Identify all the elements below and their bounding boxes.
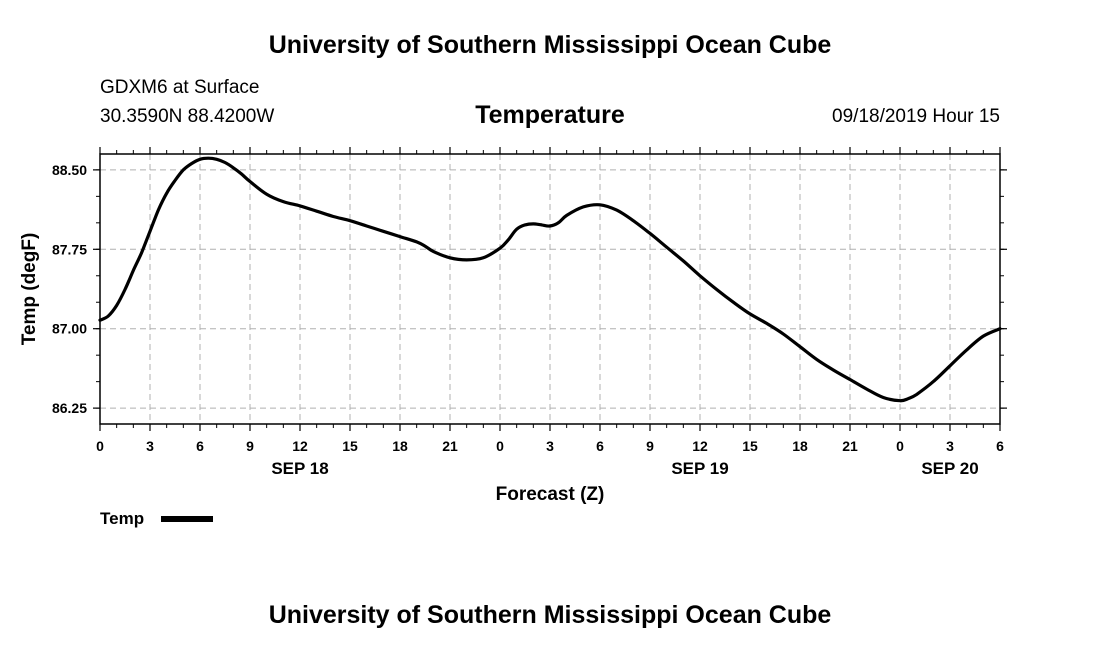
x-tick-label: 9: [246, 438, 254, 454]
top-title: University of Southern Mississippi Ocean…: [268, 31, 832, 59]
y-axis-label: Temp (degF): [19, 233, 40, 346]
legend-label: Temp: [100, 509, 145, 528]
x-tick-label: 3: [946, 438, 954, 454]
series-layer: [98, 156, 1002, 403]
grid: [100, 154, 1000, 424]
legend-line-swatch: [161, 516, 213, 522]
x-tick-label: 12: [292, 438, 308, 454]
x-axis-label: Forecast (Z): [496, 484, 605, 505]
date-label: SEP 20: [921, 459, 978, 478]
x-tick-label: 0: [96, 438, 104, 454]
y-tick-label: 86.25: [52, 400, 87, 416]
x-tick-label: 3: [146, 438, 154, 454]
x-tick-label: 15: [742, 438, 758, 454]
x-tick-label: 18: [792, 438, 808, 454]
y-tick-label: 87.00: [52, 321, 87, 337]
y-tick-label: 87.75: [52, 241, 87, 257]
date-label: SEP 19: [671, 459, 728, 478]
y-tick-label: 88.50: [52, 162, 87, 178]
x-tick-label: 12: [692, 438, 708, 454]
date-label: SEP 18: [271, 459, 328, 478]
x-tick-label: 6: [596, 438, 604, 454]
location-label: 30.3590N 88.4200W: [100, 106, 275, 127]
x-tick-label: 3: [546, 438, 554, 454]
x-tick-label: 0: [896, 438, 904, 454]
chart-title: Temperature: [475, 101, 625, 129]
series-line-temp: [98, 156, 1002, 403]
x-tick-label: 6: [996, 438, 1004, 454]
station-label: GDXM6 at Surface: [100, 77, 260, 98]
x-tick-label: 9: [646, 438, 654, 454]
bottom-title: University of Southern Mississippi Ocean…: [268, 601, 832, 629]
x-tick-label: 21: [442, 438, 458, 454]
x-tick-label: 18: [392, 438, 408, 454]
axes: 0 3 6 9 12 15 18 21 0 3 6 9 12 15 18 21 0 3 6 SEP 18 SEP 19 S…: [52, 147, 1007, 478]
x-tick-label: 21: [842, 438, 858, 454]
x-tick-label: 0: [496, 438, 504, 454]
datetime-label: 09/18/2019 Hour 15: [832, 106, 1000, 127]
x-tick-label: 15: [342, 438, 358, 454]
x-tick-label: 6: [196, 438, 204, 454]
